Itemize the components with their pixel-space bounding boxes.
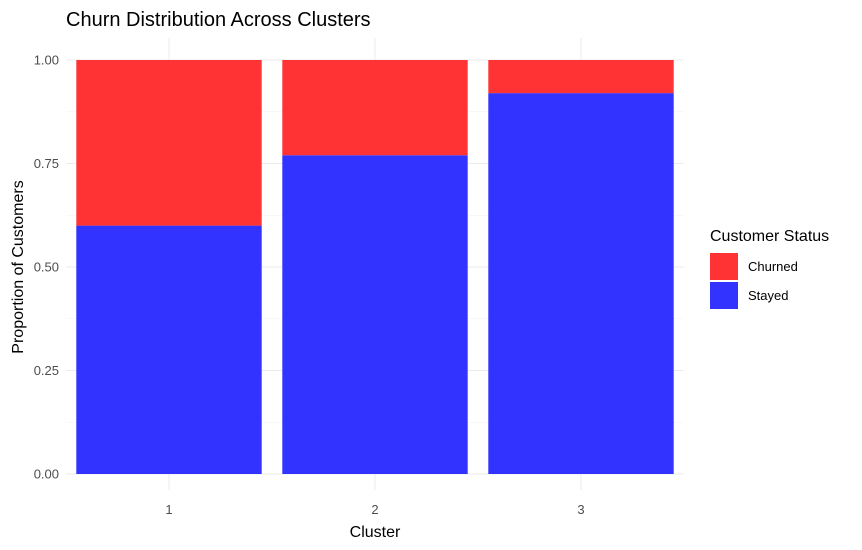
x-tick-label: 3 bbox=[577, 502, 584, 517]
legend-title: Customer Status bbox=[710, 228, 829, 245]
bars bbox=[76, 60, 674, 475]
chart-title: Churn Distribution Across Clusters bbox=[66, 9, 371, 31]
y-axis-ticks: 0.00 0.25 0.50 0.75 1.00 bbox=[34, 53, 59, 482]
y-tick-label: 0.50 bbox=[34, 260, 59, 275]
x-axis-title: Cluster bbox=[350, 524, 401, 541]
legend-key-churned bbox=[710, 253, 738, 280]
legend-key-stayed bbox=[710, 282, 738, 309]
bar-stayed-cluster-1 bbox=[76, 225, 262, 474]
y-tick-label: 0.75 bbox=[34, 156, 59, 171]
y-tick-label: 1.00 bbox=[34, 53, 59, 68]
bar-churned-cluster-1 bbox=[76, 60, 262, 226]
bar-stayed-cluster-2 bbox=[282, 155, 468, 474]
x-tick-label: 2 bbox=[371, 502, 378, 517]
bar-churned-cluster-2 bbox=[282, 60, 468, 156]
x-tick-label: 1 bbox=[165, 502, 172, 517]
y-axis-title: Proportion of Customers bbox=[10, 180, 27, 353]
bar-stayed-cluster-3 bbox=[488, 93, 674, 475]
y-tick-label: 0.00 bbox=[34, 467, 59, 482]
x-axis-ticks: 1 2 3 bbox=[165, 502, 584, 517]
legend: Customer Status Churned Stayed bbox=[710, 228, 829, 309]
legend-label-churned: Churned bbox=[748, 259, 798, 274]
bar-churned-cluster-3 bbox=[488, 60, 674, 94]
legend-label-stayed: Stayed bbox=[748, 288, 788, 303]
y-tick-label: 0.25 bbox=[34, 363, 59, 378]
